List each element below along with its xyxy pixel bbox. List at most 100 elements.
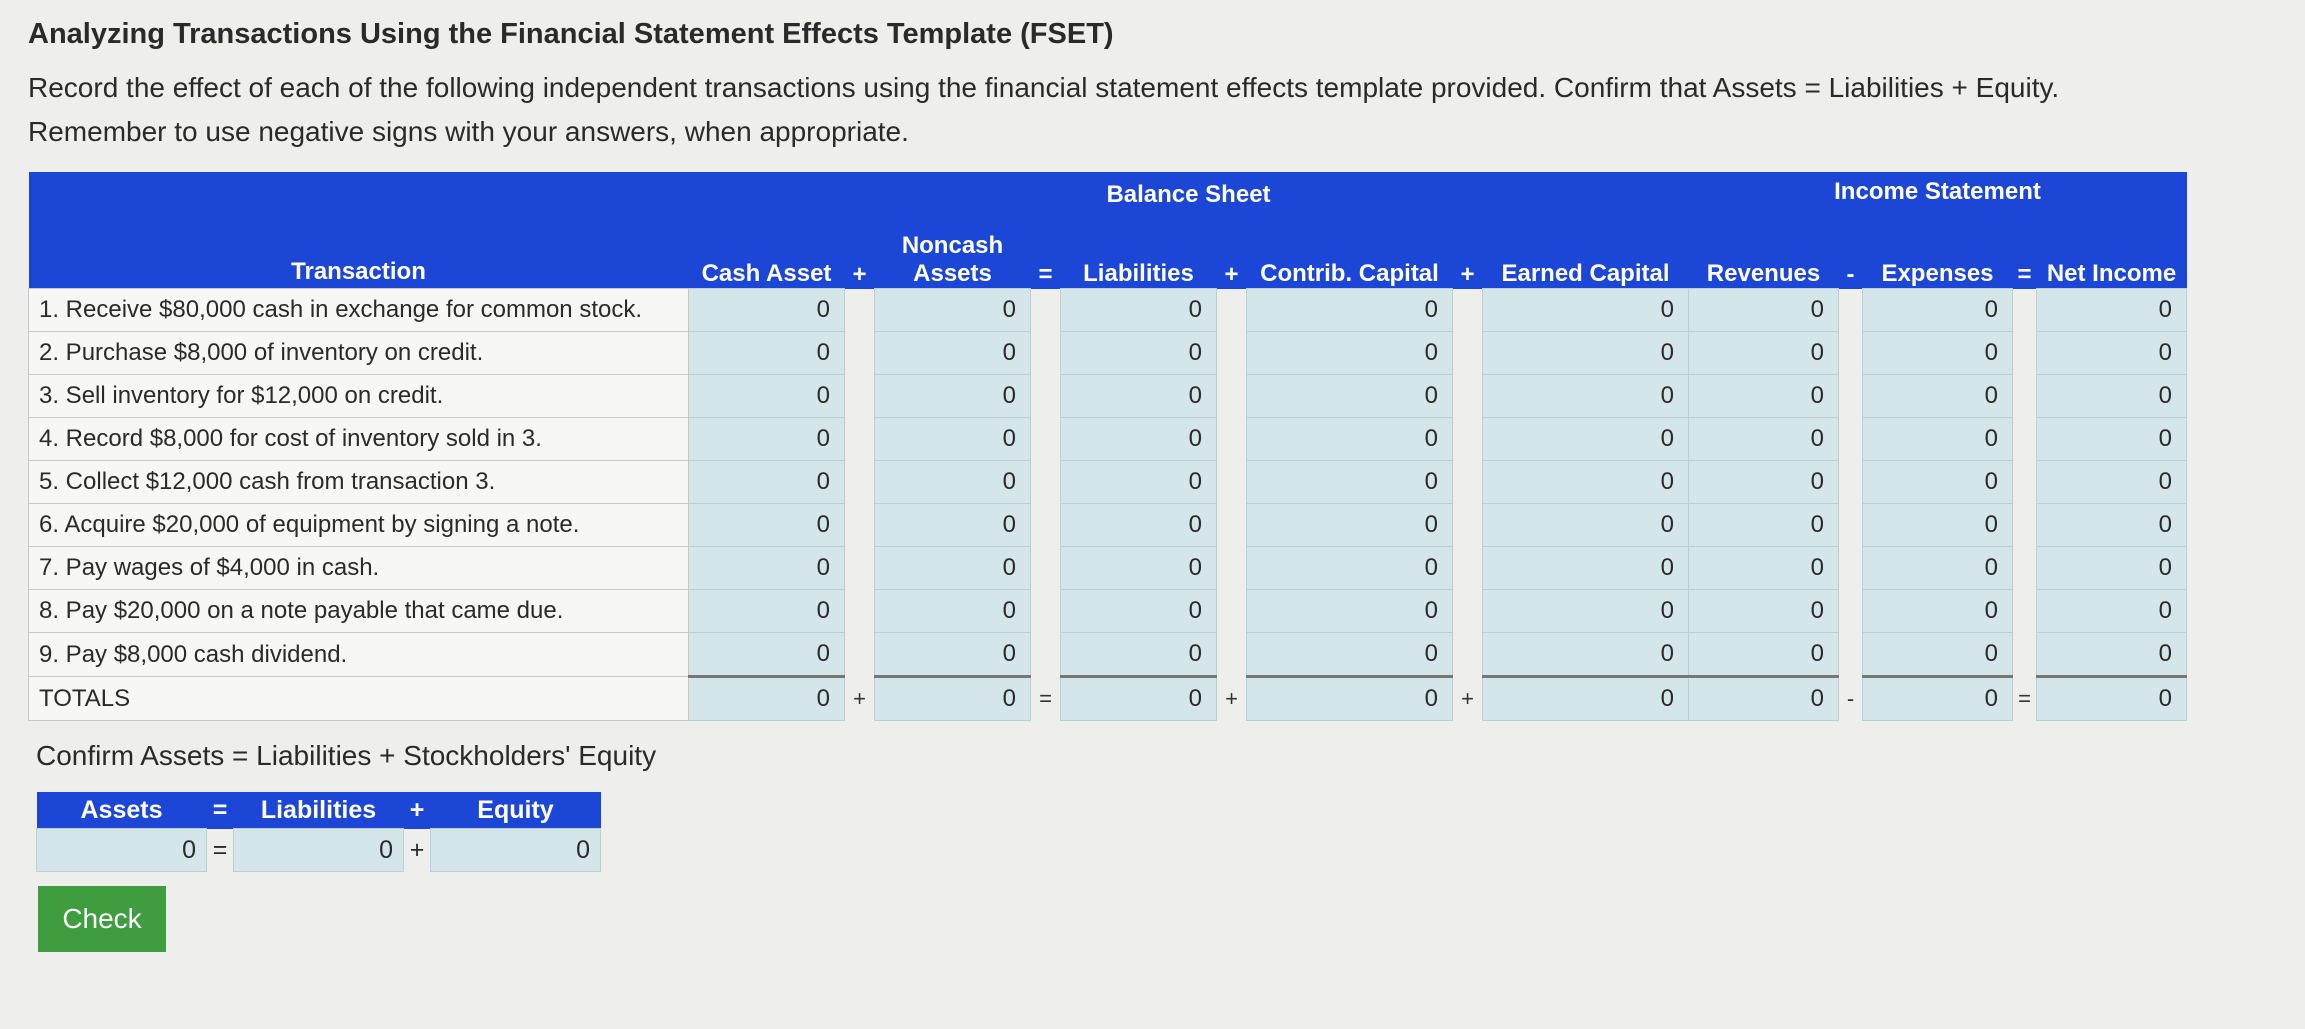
cash-asset-total[interactable]: 0 xyxy=(688,675,845,721)
revenues-input[interactable]: 0 xyxy=(1688,632,1839,677)
noncash-assets-total[interactable]: 0 xyxy=(874,675,1031,721)
earned-capital-input[interactable]: 0 xyxy=(1482,503,1689,547)
revenues-input[interactable]: 0 xyxy=(1688,417,1839,461)
op-plus: + xyxy=(1452,212,1483,289)
net-income-input[interactable]: 0 xyxy=(2036,288,2187,332)
totals-row: TOTALS 0 +0 = 0 +0 +0 0-0 = 0 xyxy=(28,675,2187,721)
revenues-input[interactable]: 0 xyxy=(1688,331,1839,375)
cash-asset-input[interactable]: 0 xyxy=(688,632,845,677)
noncash-assets-input[interactable]: 0 xyxy=(874,417,1031,461)
expenses-input[interactable]: 0 xyxy=(1862,546,2013,590)
noncash-assets-input[interactable]: 0 xyxy=(874,374,1031,418)
equity-value[interactable]: 0 xyxy=(430,828,601,872)
op-plus: + xyxy=(844,676,875,721)
revenues-input[interactable]: 0 xyxy=(1688,503,1839,547)
revenues-input[interactable]: 0 xyxy=(1688,546,1839,590)
net-income-total[interactable]: 0 xyxy=(2036,675,2187,721)
column-spacer xyxy=(1030,632,1061,677)
liabilities-input[interactable]: 0 xyxy=(1060,460,1217,504)
liabilities-input[interactable]: 0 xyxy=(1060,503,1217,547)
contrib-capital-input[interactable]: 0 xyxy=(1246,374,1453,418)
contrib-capital-input[interactable]: 0 xyxy=(1246,632,1453,677)
net-income-input[interactable]: 0 xyxy=(2036,503,2187,547)
liabilities-input[interactable]: 0 xyxy=(1060,331,1217,375)
earned-capital-input[interactable]: 0 xyxy=(1482,460,1689,504)
liabilities-input[interactable]: 0 xyxy=(1060,632,1217,677)
contrib-capital-input[interactable]: 0 xyxy=(1246,331,1453,375)
liabilities-input[interactable]: 0 xyxy=(1060,417,1217,461)
cash-asset-input[interactable]: 0 xyxy=(688,417,845,461)
contrib-capital-input[interactable]: 0 xyxy=(1246,589,1453,633)
liabilities-input[interactable]: 0 xyxy=(1060,546,1217,590)
earned-capital-input[interactable]: 0 xyxy=(1482,632,1689,677)
expenses-input[interactable]: 0 xyxy=(1862,374,2013,418)
earned-capital-input[interactable]: 0 xyxy=(1482,374,1689,418)
cash-asset-input[interactable]: 0 xyxy=(688,374,845,418)
noncash-assets-input[interactable]: 0 xyxy=(874,460,1031,504)
earned-capital-input[interactable]: 0 xyxy=(1482,589,1689,633)
column-spacer xyxy=(1838,374,1863,418)
noncash-assets-input[interactable]: 0 xyxy=(874,546,1031,590)
liabilities-input[interactable]: 0 xyxy=(1060,589,1217,633)
equity-header: Equity xyxy=(430,792,601,829)
expenses-input[interactable]: 0 xyxy=(1862,288,2013,332)
liabilities-input[interactable]: 0 xyxy=(1060,374,1217,418)
contrib-capital-input[interactable]: 0 xyxy=(1246,288,1453,332)
noncash-assets-input[interactable]: 0 xyxy=(874,503,1031,547)
earned-capital-input[interactable]: 0 xyxy=(1482,417,1689,461)
contrib-capital-total[interactable]: 0 xyxy=(1246,675,1453,721)
noncash-assets-input[interactable]: 0 xyxy=(874,589,1031,633)
noncash-assets-input[interactable]: 0 xyxy=(874,632,1031,677)
column-spacer xyxy=(1030,417,1061,461)
noncash-assets-input[interactable]: 0 xyxy=(874,331,1031,375)
cash-asset-input[interactable]: 0 xyxy=(688,503,845,547)
expenses-input[interactable]: 0 xyxy=(1862,460,2013,504)
op-equals: = xyxy=(2012,676,2037,721)
earned-capital-input[interactable]: 0 xyxy=(1482,331,1689,375)
column-spacer xyxy=(1216,331,1247,375)
contrib-capital-input[interactable]: 0 xyxy=(1246,503,1453,547)
revenues-input[interactable]: 0 xyxy=(1688,374,1839,418)
confirm-table: Assets = Liabilities + Equity 0 = 0 + 0 xyxy=(36,792,601,872)
net-income-input[interactable]: 0 xyxy=(2036,417,2187,461)
net-income-input[interactable]: 0 xyxy=(2036,632,2187,677)
column-spacer xyxy=(1216,589,1247,633)
assets-value[interactable]: 0 xyxy=(36,828,207,872)
expenses-input[interactable]: 0 xyxy=(1862,589,2013,633)
check-button[interactable]: Check xyxy=(38,886,166,952)
net-income-input[interactable]: 0 xyxy=(2036,331,2187,375)
expenses-input[interactable]: 0 xyxy=(1862,632,2013,677)
liabilities-value[interactable]: 0 xyxy=(233,828,404,872)
cash-asset-input[interactable]: 0 xyxy=(688,331,845,375)
cash-asset-input[interactable]: 0 xyxy=(688,288,845,332)
net-income-input[interactable]: 0 xyxy=(2036,546,2187,590)
net-income-input[interactable]: 0 xyxy=(2036,374,2187,418)
earned-capital-input[interactable]: 0 xyxy=(1482,288,1689,332)
net-income-input[interactable]: 0 xyxy=(2036,589,2187,633)
expenses-input[interactable]: 0 xyxy=(1862,417,2013,461)
revenues-input[interactable]: 0 xyxy=(1688,460,1839,504)
cash-asset-input[interactable]: 0 xyxy=(688,589,845,633)
column-spacer xyxy=(1216,546,1247,590)
net-income-input[interactable]: 0 xyxy=(2036,460,2187,504)
contrib-capital-input[interactable]: 0 xyxy=(1246,417,1453,461)
revenues-total[interactable]: 0 xyxy=(1688,675,1839,721)
contrib-capital-input[interactable]: 0 xyxy=(1246,546,1453,590)
column-spacer xyxy=(1838,632,1863,677)
revenues-input[interactable]: 0 xyxy=(1688,288,1839,332)
cash-asset-input[interactable]: 0 xyxy=(688,546,845,590)
expenses-total[interactable]: 0 xyxy=(1862,675,2013,721)
transaction-label: 4. Record $8,000 for cost of inventory s… xyxy=(28,417,689,461)
column-spacer xyxy=(1216,374,1247,418)
revenues-input[interactable]: 0 xyxy=(1688,589,1839,633)
noncash-assets-input[interactable]: 0 xyxy=(874,288,1031,332)
earned-capital-total[interactable]: 0 xyxy=(1482,675,1689,721)
liabilities-total[interactable]: 0 xyxy=(1060,675,1217,721)
contrib-capital-input[interactable]: 0 xyxy=(1246,460,1453,504)
earned-capital-input[interactable]: 0 xyxy=(1482,546,1689,590)
cash-asset-input[interactable]: 0 xyxy=(688,460,845,504)
liabilities-input[interactable]: 0 xyxy=(1060,288,1217,332)
expenses-input[interactable]: 0 xyxy=(1862,331,2013,375)
table-row: 8. Pay $20,000 on a note payable that ca… xyxy=(28,589,2187,633)
expenses-input[interactable]: 0 xyxy=(1862,503,2013,547)
